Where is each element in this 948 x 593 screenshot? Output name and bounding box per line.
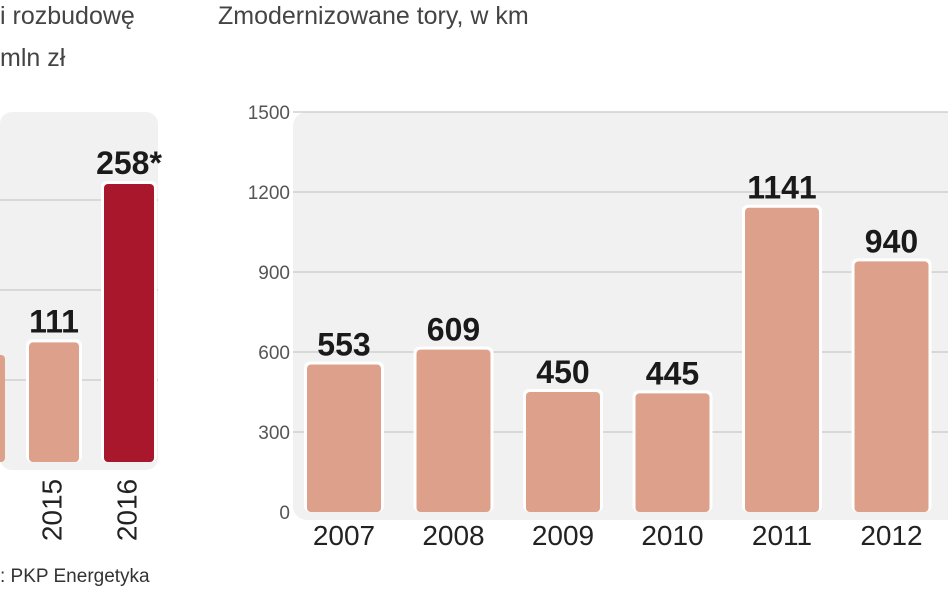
right-bar-value-label: 445 bbox=[646, 355, 699, 391]
left-bar bbox=[29, 342, 79, 462]
right-y-tick-label: 600 bbox=[258, 343, 290, 364]
right-bar bbox=[745, 207, 819, 512]
right-x-tick-label: 2012 bbox=[860, 520, 922, 551]
left-chart-caption-line1: i rozbudowę bbox=[0, 2, 135, 30]
right-bar bbox=[635, 393, 710, 512]
right-x-tick-label: 2011 bbox=[752, 520, 812, 551]
right-bar-value-label: 553 bbox=[317, 327, 370, 363]
right-bar-value-label: 1141 bbox=[747, 170, 816, 206]
right-y-tick-label: 1200 bbox=[248, 183, 290, 204]
right-x-tick-label: 2009 bbox=[532, 520, 594, 551]
right-x-tick-label: 2010 bbox=[641, 520, 703, 551]
right-x-tick-label: 2008 bbox=[422, 520, 484, 551]
right-y-tick-label: 300 bbox=[258, 423, 290, 444]
right-chart-panel bbox=[293, 112, 948, 520]
right-x-tick-label: 2007 bbox=[313, 520, 375, 551]
right-y-tick-label: 0 bbox=[279, 503, 290, 524]
left-bar-cropped bbox=[0, 355, 5, 462]
left-bar bbox=[104, 184, 154, 462]
right-bar-value-label: 609 bbox=[427, 312, 480, 348]
right-y-tick-label: 1500 bbox=[248, 103, 290, 124]
right-bar bbox=[416, 349, 491, 512]
left-bar-value-label: 258* bbox=[96, 145, 162, 181]
right-bar bbox=[526, 392, 600, 512]
right-bar-value-label: 940 bbox=[865, 223, 918, 259]
source-note: : PKP Energetyka bbox=[0, 566, 150, 587]
left-x-tick-label: 2015 bbox=[36, 479, 67, 541]
left-chart-caption-line2: mln zł bbox=[0, 44, 66, 72]
right-y-tick-label: 900 bbox=[258, 263, 290, 284]
right-bar bbox=[854, 261, 929, 512]
left-x-tick-label: 2016 bbox=[111, 479, 142, 541]
right-bar-value-label: 450 bbox=[536, 354, 589, 390]
left-bar-value-label: 111 bbox=[29, 303, 79, 339]
right-chart-caption: Zmodernizowane tory, w km bbox=[218, 2, 529, 30]
right-bar bbox=[307, 364, 381, 512]
